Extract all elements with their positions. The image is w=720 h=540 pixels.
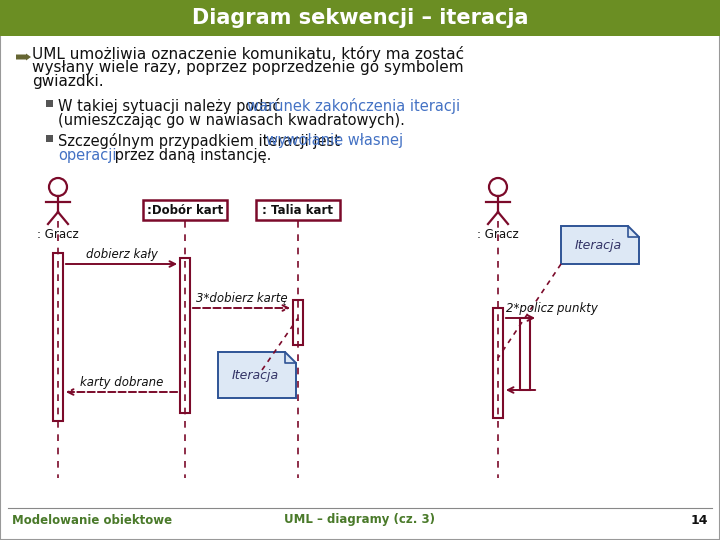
Text: :Dobór kart: :Dobór kart	[147, 204, 223, 217]
Bar	[46, 135, 53, 142]
Text: karty dobrane: karty dobrane	[80, 376, 163, 389]
Polygon shape	[218, 352, 296, 398]
Text: UML umożliwia oznaczenie komunikatu, który ma zostać: UML umożliwia oznaczenie komunikatu, któ…	[32, 46, 464, 62]
Text: (umieszczając go w nawiasach kwadratowych).: (umieszczając go w nawiasach kwadratowyc…	[58, 113, 405, 128]
Text: Iteracja: Iteracja	[575, 239, 621, 252]
Text: Szczególnym przypadkiem iteracji jest: Szczególnym przypadkiem iteracji jest	[58, 133, 345, 149]
Text: Modelowanie obiektowe: Modelowanie obiektowe	[12, 514, 172, 526]
Text: wywołanie własnej: wywołanie własnej	[266, 133, 403, 148]
Text: Diagram sekwencji – iteracja: Diagram sekwencji – iteracja	[192, 8, 528, 28]
Bar	[46, 100, 53, 107]
Polygon shape	[561, 226, 639, 264]
Bar	[53, 253, 63, 421]
Text: 3*dobierz kartę: 3*dobierz kartę	[196, 292, 287, 305]
FancyArrow shape	[16, 53, 31, 60]
Text: : Gracz: : Gracz	[477, 228, 519, 241]
Text: wysłany wiele razy, poprzez poprzedzenie go symbolem: wysłany wiele razy, poprzez poprzedzenie…	[32, 60, 464, 75]
Text: UML – diagramy (cz. 3): UML – diagramy (cz. 3)	[284, 514, 436, 526]
Bar	[180, 258, 190, 413]
Bar	[493, 308, 503, 418]
Bar	[143, 200, 227, 220]
Text: : Gracz: : Gracz	[37, 228, 79, 241]
Bar	[293, 300, 303, 345]
Text: 14: 14	[690, 514, 708, 526]
Bar	[256, 200, 340, 220]
Text: operacji: operacji	[58, 148, 117, 163]
Text: warunek zakończenia iteracji: warunek zakończenia iteracji	[247, 98, 460, 114]
Bar	[0, 0, 720, 36]
Text: dobierz kały: dobierz kały	[86, 248, 158, 261]
Text: W takiej sytuacji należy podać: W takiej sytuacji należy podać	[58, 98, 285, 114]
Text: gwiazdki.: gwiazdki.	[32, 74, 104, 89]
Text: : Talia kart: : Talia kart	[263, 204, 333, 217]
Text: przez daną instancję.: przez daną instancję.	[110, 148, 271, 163]
Text: Iteracja: Iteracja	[231, 368, 279, 381]
Bar	[520, 318, 530, 390]
Text: 2*policz punkty: 2*policz punkty	[506, 302, 598, 315]
